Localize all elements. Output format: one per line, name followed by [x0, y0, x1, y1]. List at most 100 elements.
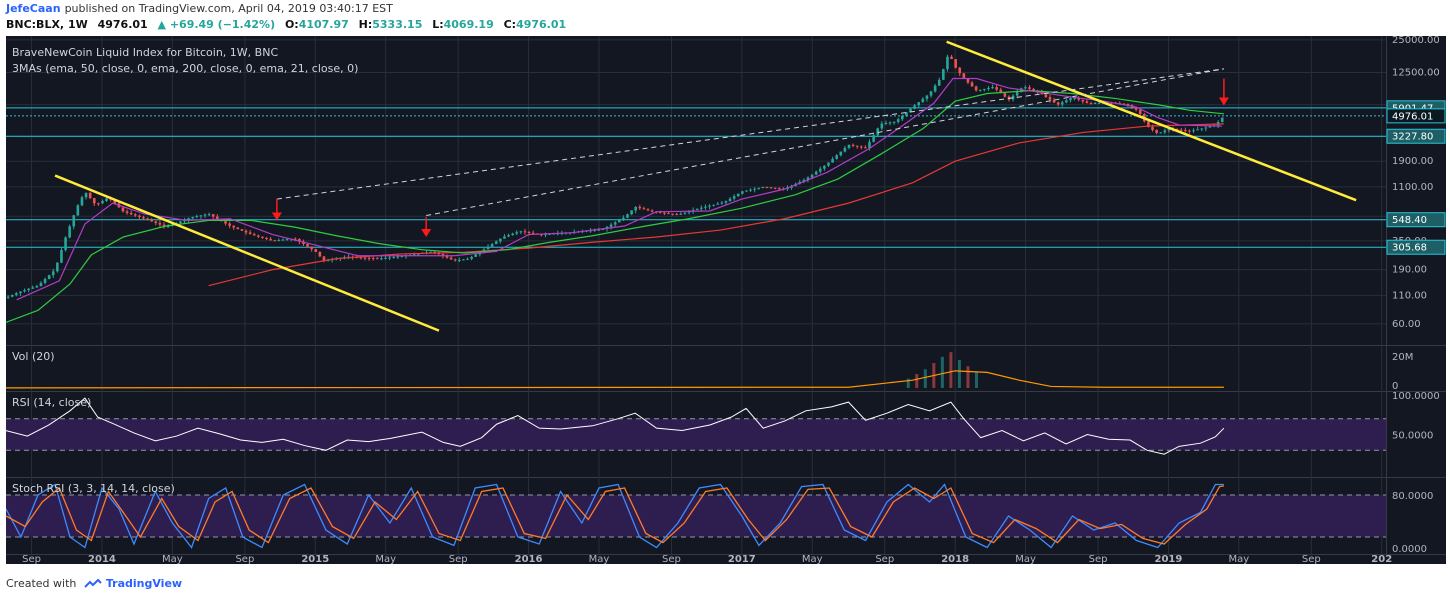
candle-body [466, 258, 469, 260]
candle-body [1208, 126, 1212, 128]
chart-canvas[interactable]: Sep 2014 May Sep 2015 May Sep 2016 May Sep 2017 May… [6, 36, 1446, 564]
candle-body [503, 236, 506, 239]
candle-body [831, 158, 834, 163]
price-level-label: 548.40 [1392, 215, 1427, 226]
candle-body [35, 286, 39, 288]
candle-body [663, 212, 666, 214]
candle-body [1122, 103, 1126, 105]
x-tick-label: 2016 [515, 554, 543, 564]
y-tick-label: 1100.00 [1392, 182, 1433, 193]
y-tick-label: 1900.00 [1392, 156, 1433, 167]
candle-body [244, 230, 248, 233]
candle-body [937, 79, 941, 86]
candle-body [142, 216, 145, 219]
candle-body [199, 215, 203, 217]
candle-body [913, 105, 916, 109]
chart-area[interactable]: Sep 2014 May Sep 2015 May Sep 2016 May Sep 2017 May… [6, 36, 1446, 564]
symbol-label[interactable]: BNC:BLX, 1W [6, 18, 88, 31]
dashed-trendline [426, 68, 1224, 216]
low-value: 4069.19 [443, 18, 494, 31]
author-link[interactable]: JefeCaan [6, 2, 61, 15]
candle-body [207, 214, 211, 216]
candle-body [868, 141, 871, 149]
candle-body [991, 87, 994, 89]
candle-body [1044, 94, 1048, 98]
x-tick-label: May [375, 554, 396, 564]
candle-body [946, 56, 949, 70]
candle-body [298, 239, 301, 242]
candle-body [72, 215, 76, 227]
candle-body [499, 238, 502, 242]
candle-body [195, 216, 199, 218]
rsi-line [6, 397, 1225, 455]
rsi-title: RSI (14, close) [12, 396, 91, 409]
candle-body [23, 290, 26, 292]
y-tick-label: 25000.00 [1392, 36, 1440, 46]
candle-body [257, 235, 260, 237]
candle-body [1077, 98, 1080, 100]
candle-body [617, 220, 621, 223]
candle-body [1003, 93, 1007, 97]
candle-body [203, 214, 207, 216]
candle-body [113, 199, 117, 204]
candle-body [876, 128, 880, 136]
candle-body [864, 147, 867, 149]
x-tick-label: May [1015, 554, 1036, 564]
high-label: H: [358, 18, 373, 31]
candle-body [80, 197, 84, 206]
candle-body [384, 257, 387, 259]
publish-info: JefeCaan published on TradingView.com, Ap… [6, 2, 393, 15]
candle-body [954, 59, 957, 68]
candle-body [531, 232, 535, 234]
candle-body [277, 240, 281, 242]
x-tick-label: 2014 [88, 554, 116, 564]
candle-body [638, 207, 642, 209]
low-label: L: [432, 18, 444, 31]
candle-body [51, 271, 55, 276]
candle-body [191, 216, 195, 219]
candle-body [814, 171, 818, 175]
candle-body [228, 223, 231, 226]
candle-body [983, 88, 986, 90]
x-tick-label: Sep [1302, 554, 1321, 564]
candle-body [375, 258, 379, 260]
candle-body [515, 232, 519, 234]
candle-body [626, 214, 629, 218]
candle-body [281, 239, 285, 241]
ema21-line [16, 77, 1222, 301]
candle-body [216, 216, 219, 219]
x-tick-label: 202 [1371, 554, 1392, 564]
x-tick-label: 2018 [941, 554, 969, 564]
candle-body [97, 203, 100, 205]
candle-body [1011, 95, 1015, 100]
candle-body [68, 226, 71, 238]
candle-body [261, 236, 264, 238]
candle-body [1147, 121, 1150, 128]
candle-body [962, 73, 966, 79]
candle-body [1015, 91, 1019, 96]
x-tick-label: 2019 [1155, 554, 1183, 564]
candle-body [162, 224, 166, 227]
candle-body [121, 207, 125, 212]
candle-body [1024, 87, 1027, 89]
candle-body [412, 254, 416, 256]
candle-body [700, 207, 703, 209]
candle-body [905, 112, 908, 116]
candle-body [839, 151, 843, 156]
stoch-tick-label: 80.0000 [1392, 491, 1433, 502]
x-tick-label: May [1228, 554, 1249, 564]
candle-body [1085, 101, 1089, 104]
candle-body [695, 208, 699, 211]
price-change: ▲ +69.49 (−1.42%) [157, 18, 276, 31]
dashed-trendline [276, 68, 1224, 200]
candle-body [1159, 132, 1163, 134]
tradingview-brand-link[interactable]: TradingView [105, 577, 183, 590]
volume-title: Vol (20) [12, 350, 55, 363]
candle-body [659, 212, 662, 214]
red-arrow-head [1218, 97, 1229, 106]
x-tick-label: Sep [1089, 554, 1108, 564]
candle-body [1081, 99, 1085, 102]
candle-body [273, 240, 277, 242]
candle-body [769, 187, 773, 189]
last-price: 4976.01 [97, 18, 148, 31]
